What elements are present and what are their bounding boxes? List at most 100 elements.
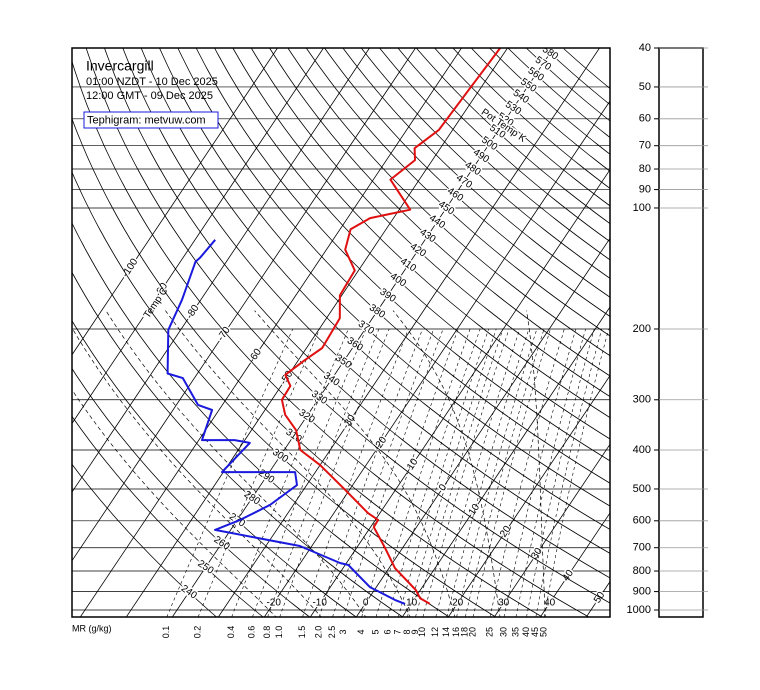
dry-adiabat (415, 48, 610, 225)
mixing-ratio-line (515, 328, 586, 617)
y-tick-label: 60 (639, 113, 651, 125)
dry-adiabat (250, 48, 610, 398)
y-tick-label: 40 (639, 42, 651, 54)
dry-adiabat (287, 48, 610, 357)
moist-adiabat (254, 310, 456, 617)
y-tick-label: 400 (633, 444, 651, 456)
mixing-ratio-label: 9 (410, 629, 420, 634)
mixing-ratio-label: 50 (539, 627, 549, 637)
moist-adiabat (165, 310, 411, 617)
y-tick-label: 100 (633, 202, 651, 214)
y-tick-label: 80 (639, 163, 651, 175)
y-tick-label: 600 (633, 515, 651, 527)
mixing-ratio-line (465, 328, 545, 617)
isotherm (125, 48, 509, 617)
moist-adiabat (72, 327, 322, 617)
mixing-ratio-label: 18 (460, 627, 470, 637)
mixing-ratio-line (302, 328, 409, 617)
dry-adiabat (470, 48, 610, 172)
mixing-ratio-line (407, 328, 497, 617)
dewpoint-line (166, 239, 406, 605)
source: Tephigram: metvuw.com (87, 114, 206, 126)
dry-adiabat (72, 415, 264, 617)
mixing-ratio-line (503, 328, 577, 617)
isotherm (493, 443, 610, 617)
mixing-ratio-label: 1.0 (274, 626, 284, 639)
dry-adiabat (72, 60, 590, 617)
isotherm (539, 512, 610, 617)
isotherm (401, 306, 610, 617)
mixing-ratio-line (231, 328, 349, 617)
y-tick-label: 70 (639, 140, 651, 152)
dry-adiabat (72, 171, 497, 617)
mixing-ratio-line (544, 328, 609, 617)
dry-adiabat (195, 48, 610, 462)
dry-adiabat (72, 367, 311, 617)
mr-axis-label: MR (g/kg) (72, 623, 112, 633)
dry-adiabat (72, 117, 544, 617)
plot-frame (71, 47, 611, 618)
mixing-ratio-label: 1.5 (297, 626, 307, 639)
dry-adiabat (360, 48, 610, 279)
mixing-ratio-line (415, 328, 504, 617)
mixing-ratio-label: 14 (441, 627, 451, 637)
mixing-ratio-line (489, 328, 565, 617)
mixing-ratio-line (446, 328, 530, 617)
moist-adiabat (105, 310, 367, 617)
mixing-ratio-line (422, 328, 510, 617)
temperature-line (280, 48, 501, 605)
mixing-ratio-label: 4 (356, 629, 366, 634)
mixing-ratio-line (361, 328, 459, 617)
mixing-ratio-line (435, 328, 520, 617)
y-tick-label: 1000 (627, 604, 651, 616)
mixing-ratio-line (472, 328, 551, 617)
isotherm-label: 20 (452, 598, 464, 609)
dry-adiabat (214, 48, 610, 440)
mixing-ratio-line (343, 328, 444, 617)
dry-adiabat (269, 48, 610, 377)
mixing-ratio-line (526, 328, 595, 617)
mixing-ratio-line (398, 328, 489, 617)
mixing-ratio-label: 0.8 (262, 626, 272, 639)
isotherm-label: 40 (544, 598, 556, 609)
dry-adiabat (159, 48, 610, 507)
mixing-ratio-label: 45 (530, 627, 540, 637)
mixing-ratio-label: 2.0 (314, 626, 324, 639)
mixing-ratio-label: 0.2 (193, 626, 203, 639)
y-tick-label: 900 (633, 585, 651, 597)
isotherm (217, 48, 601, 617)
mixing-ratio-label: 16 (451, 627, 461, 637)
y-tick-label: 300 (633, 394, 651, 406)
mixing-ratio-label: 7 (393, 629, 403, 634)
dry-adiabat (72, 271, 404, 617)
mixing-ratio-label: 6 (382, 629, 392, 634)
y-tick-label: 800 (633, 565, 651, 577)
isotherm (72, 48, 325, 425)
mixing-ratio-line (387, 328, 481, 617)
mixing-ratio-label: 25 (484, 627, 494, 637)
isotherm (79, 48, 463, 617)
isotherm (72, 48, 279, 356)
mixing-ratio-label: 10 (417, 627, 427, 637)
mixing-ratio-label: 20 (467, 627, 477, 637)
dry-adiabat (305, 48, 610, 337)
y-tick-label: 200 (633, 323, 651, 335)
mixing-ratio-line (318, 328, 423, 617)
dry-adiabat (489, 48, 610, 155)
mixing-ratio-label: 0.1 (161, 626, 171, 639)
mixing-ratio-line (535, 328, 603, 617)
isotherm (263, 100, 610, 617)
subtitle: 12:00 GMT - 09 Dec 2025 (86, 90, 213, 102)
dry-adiabat (72, 463, 218, 617)
isotherm (72, 48, 371, 493)
dry-adiabat (342, 48, 610, 298)
dry-adiabat (72, 222, 450, 617)
mixing-ratio-label: 2.5 (327, 626, 337, 639)
dry-adiabat (177, 48, 610, 484)
isotherm-label: -10 (312, 598, 327, 609)
chart-title: Invercargill (86, 58, 154, 74)
dry-adiabat (397, 48, 610, 243)
dry-adiabat (379, 48, 610, 261)
dry-adiabat (232, 48, 610, 419)
